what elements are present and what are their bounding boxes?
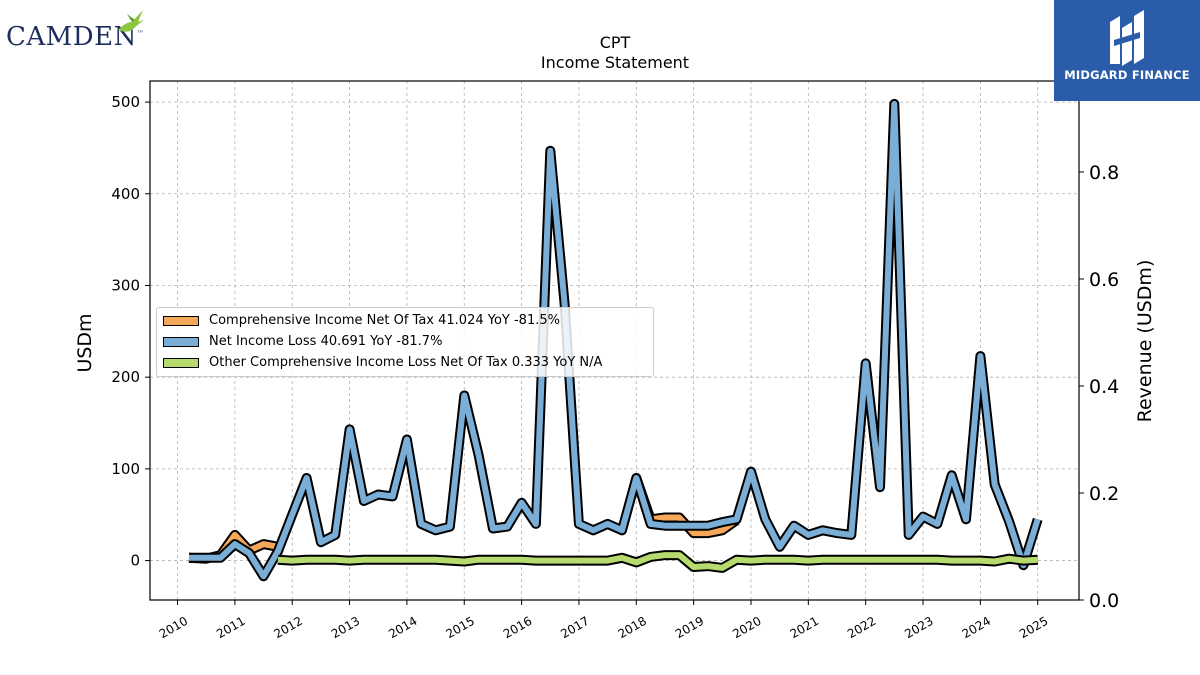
x-tick-label: 2013: [329, 614, 362, 641]
y-axis-right: 0.0 0.2 0.4 0.6 0.8: [1079, 162, 1119, 612]
x-tick-label: 2011: [214, 614, 247, 641]
y-axis-left: 0 100 200 300 400 500: [111, 93, 150, 570]
y-axis-label: USDm: [74, 313, 96, 372]
x-tick-label: 2016: [501, 614, 534, 641]
y-tick-label: 300: [111, 276, 140, 294]
y2-tick-label: 0.4: [1089, 376, 1119, 398]
y-tick-label: 0: [130, 552, 140, 570]
camden-logo: CAMDEN™: [6, 8, 146, 52]
plot-frame: [149, 80, 1080, 601]
y-tick-label: 200: [111, 368, 140, 386]
x-tick-label: 2020: [730, 614, 763, 641]
y-tick-label: 500: [111, 93, 140, 111]
hummingbird-icon: [118, 10, 144, 32]
x-tick-label: 2021: [788, 614, 821, 641]
x-tick-label: 2024: [960, 614, 993, 641]
legend-label-other-comprehensive-income: Other Comprehensive Income Loss Net Of T…: [209, 355, 603, 370]
legend-label-comprehensive-income: Comprehensive Income Net Of Tax 41.024 Y…: [209, 313, 560, 328]
series-line: [189, 100, 1041, 580]
y-tick-label: 100: [111, 460, 140, 478]
x-tick-label: 2018: [616, 614, 649, 641]
x-tick-label: 2012: [271, 614, 304, 641]
x-tick-label: 2017: [558, 614, 591, 641]
series-net-income-loss: [189, 98, 1043, 582]
midgard-finance-logo: MIDGARD FINANCE: [1054, 0, 1200, 101]
x-tick-label: 2022: [845, 614, 878, 641]
y2-tick-label: 0.2: [1089, 483, 1119, 505]
chart-legend: Comprehensive Income Net Of Tax 41.024 Y…: [156, 307, 654, 377]
series-layer: [188, 98, 1043, 582]
legend-swatch-net-income-loss: [163, 337, 199, 347]
x-tick-label: 2019: [673, 614, 706, 641]
midgard-finance-text: MIDGARD FINANCE: [1064, 68, 1190, 82]
y2-tick-label: 0.8: [1089, 162, 1119, 184]
x-tick-label: 2010: [157, 614, 190, 641]
chart-title: CPT: [600, 33, 631, 52]
series-other-comprehensive-income-loss-net-of-tax: [277, 550, 1039, 573]
y-tick-label: 400: [111, 185, 140, 203]
x-tick-label: 2023: [902, 614, 935, 641]
series-line: [277, 552, 1038, 571]
y2-tick-label: 0.6: [1089, 269, 1119, 291]
midgard-mark-icon: [1110, 10, 1144, 66]
x-tick-label: 2025: [1017, 614, 1050, 641]
chart-subtitle: Income Statement: [541, 53, 689, 72]
series-comprehensive-income-net-of-tax: [188, 476, 740, 564]
legend-swatch-comprehensive-income: [163, 316, 199, 326]
camden-logo-text: CAMDEN™: [6, 22, 145, 52]
x-axis: 2010 2011 2012 2013 2014 2015 2016 2017 2018 2019…: [157, 600, 1050, 641]
x-tick-label: 2014: [386, 614, 419, 641]
legend-swatch-other-comprehensive-income: [163, 358, 199, 368]
y2-axis-label: Revenue (USDm): [1134, 260, 1156, 423]
y2-tick-label: 0.0: [1089, 590, 1119, 612]
legend-label-net-income-loss: Net Income Loss 40.691 YoY -81.7%: [209, 334, 443, 349]
x-tick-label: 2015: [444, 614, 477, 641]
